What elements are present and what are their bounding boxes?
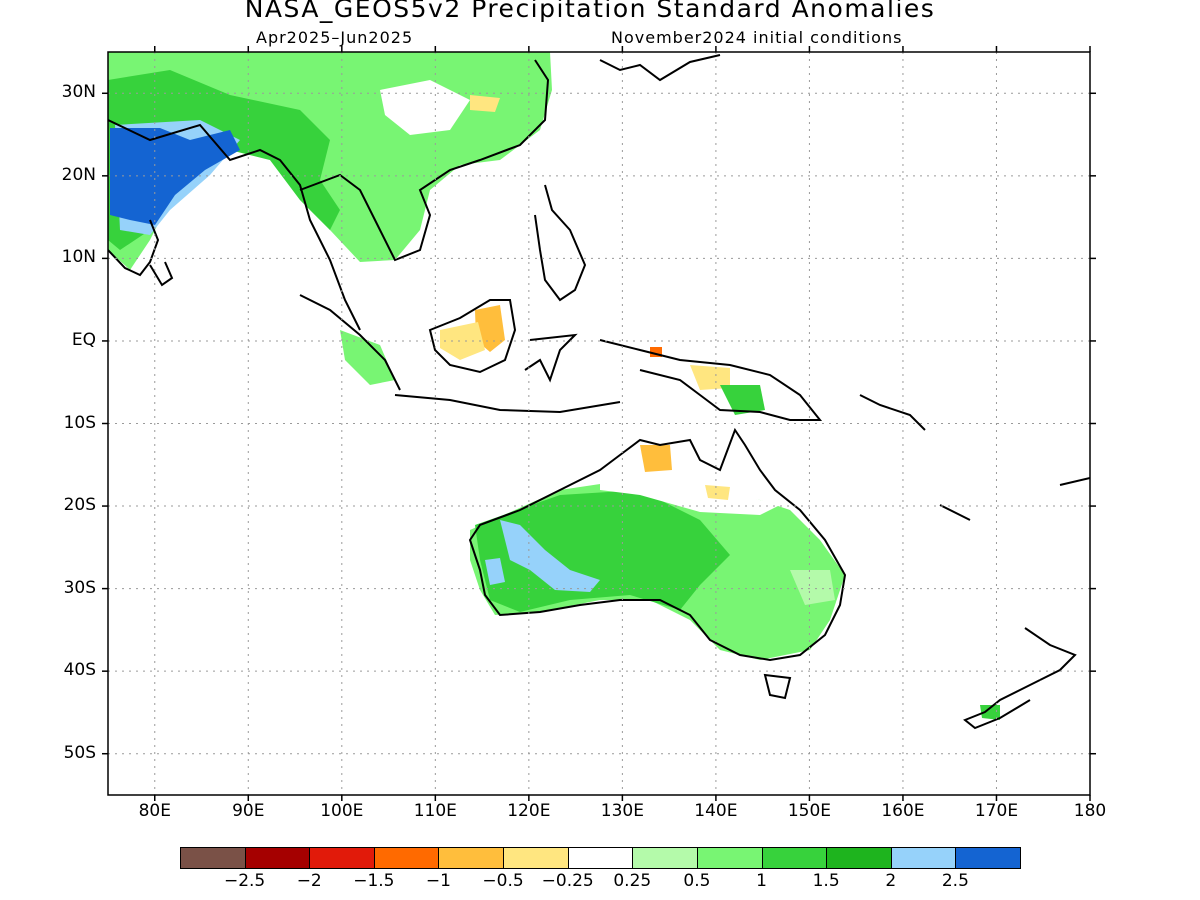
coast-australia	[468, 427, 847, 662]
colorbar-label: 0.5	[683, 871, 711, 891]
colorbar-swatch	[309, 847, 375, 869]
colorbar-swatch	[696, 847, 763, 869]
australia-north-dry	[640, 445, 672, 472]
coast-japan-korea	[599, 54, 721, 82]
axis-ticks	[102, 46, 1096, 801]
lat-tick-label: 20N	[61, 164, 96, 185]
lat-tick-label: 30N	[61, 82, 96, 103]
colorbar-swatch	[567, 847, 634, 869]
lat-tick-label: 30S	[63, 577, 96, 598]
gridlines	[108, 52, 1091, 795]
anomaly-fields	[108, 52, 1000, 720]
colorbar-swatch	[373, 847, 440, 869]
coast-india	[108, 219, 174, 287]
australia-pale-wet	[790, 570, 835, 605]
lon-tick-label: 160E	[881, 801, 925, 821]
colorbar-swatch	[826, 847, 892, 869]
borneo-light-dry	[440, 322, 485, 360]
colorbar-label: 2.5	[941, 871, 969, 891]
coast-philippines	[534, 184, 587, 302]
lat-tick-label: 10S	[63, 412, 96, 433]
australia-light-blue-2	[485, 558, 505, 585]
lon-tick-label: 100E	[320, 801, 364, 821]
lon-tick-label: 80E	[138, 801, 171, 821]
lon-tick-label: 110E	[413, 801, 457, 821]
colorbar-label: −2	[296, 871, 322, 891]
australia-strong-wet	[475, 490, 730, 612]
colorbar-label: 1.5	[812, 871, 840, 891]
colorbar-label: 1	[756, 871, 767, 891]
colorbar-swatch	[438, 847, 505, 869]
lon-tick-label: 140E	[694, 801, 738, 821]
nz-wet	[980, 705, 1000, 720]
lat-tick-label: 20S	[63, 495, 96, 516]
coast-borneo	[428, 299, 517, 374]
lon-tick-label: 120E	[507, 801, 551, 821]
coast-sumatra	[299, 294, 401, 391]
colorbar-swatch	[955, 847, 1021, 869]
newguinea-hotspot	[650, 347, 662, 357]
lon-tick-label: 180	[1073, 801, 1107, 821]
lon-tick-label: 150E	[787, 801, 832, 821]
coast-tasmania	[763, 673, 792, 700]
colorbar-swatch	[761, 847, 828, 869]
lat-tick-label: 50S	[63, 742, 96, 763]
coast-pacific-islands	[859, 394, 1090, 521]
colorbar-label: −1	[425, 871, 451, 891]
colorbar-swatch	[244, 847, 311, 869]
colorbar-swatch	[632, 847, 698, 869]
china-dry-patch	[470, 95, 500, 112]
australia-north-light-dry	[705, 485, 730, 500]
newguinea-wet	[720, 385, 765, 415]
colorbar-label: 2	[885, 871, 897, 891]
chart-title: NASA_GEOS5v2 Precipitation Standard Anom…	[244, 0, 936, 23]
initial-conditions-label: November2024 initial conditions	[611, 28, 903, 47]
colorbar-swatch	[890, 847, 957, 869]
lon-tick-label: 170E	[974, 801, 1019, 821]
coastlines	[108, 54, 1090, 730]
colorbar-label: −2.5	[223, 871, 266, 891]
newguinea-dry	[690, 365, 730, 390]
season-label: Apr2025–Jun2025	[256, 28, 414, 47]
australia-north-white	[600, 470, 780, 515]
india-deep-blue	[110, 128, 240, 225]
coast-newguinea	[599, 339, 823, 421]
colorbar-label: −1.5	[353, 871, 395, 891]
lon-tick-label: 130E	[600, 801, 644, 821]
colorbar-label: −0.5	[482, 871, 524, 891]
lat-tick-label: EQ	[71, 329, 96, 350]
lon-tick-label: 90E	[232, 801, 265, 821]
colorbar-swatch	[180, 847, 246, 869]
coast-java	[394, 394, 621, 414]
colorbar-label: 0.25	[613, 871, 652, 891]
lat-tick-label: 40S	[63, 660, 96, 681]
coast-sulawesi	[524, 333, 578, 383]
coast-asia	[108, 59, 550, 331]
australia-light-blue-1	[500, 520, 600, 592]
coast-nz-north	[1024, 627, 1077, 681]
lat-tick-label: 10N	[61, 247, 96, 268]
colorbar-swatch	[503, 847, 569, 869]
sumatra-wet	[340, 330, 395, 385]
coast-nz-south	[963, 679, 1041, 730]
colorbar-label: −0.25	[541, 871, 594, 891]
